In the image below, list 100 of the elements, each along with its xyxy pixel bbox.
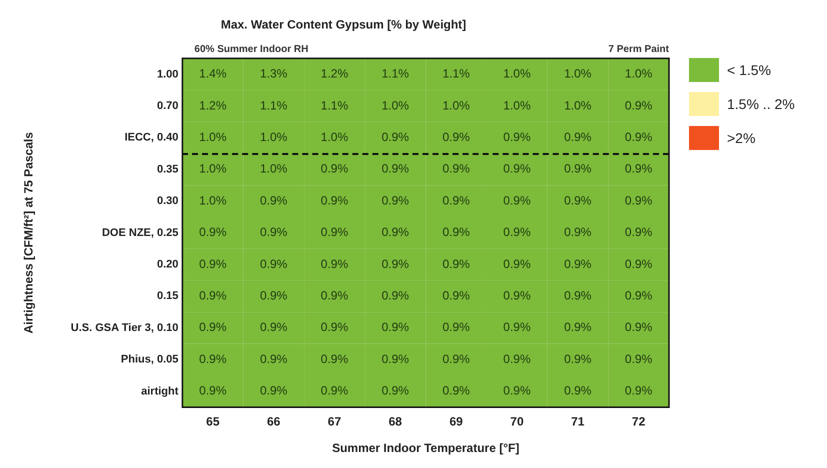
data-label: 0.9% (382, 225, 410, 240)
text: >2% (727, 130, 756, 146)
data-label: 1.0% (260, 130, 288, 144)
data-label: 0.9% (624, 352, 653, 366)
y-tick-label: 0.35 (156, 163, 178, 176)
data-label: 0.9% (442, 384, 470, 398)
data-label: 0.9% (442, 256, 470, 271)
data-label: 0.9% (260, 193, 288, 208)
data-label: 0.9% (624, 256, 653, 271)
x-axis-title: Summer Indoor Temperature [°F] (332, 441, 520, 456)
x-tick-label: 70 (510, 414, 524, 429)
data-label: 0.9% (503, 256, 531, 271)
data-label: 0.9% (624, 98, 653, 112)
data-label: 1.0% (260, 162, 288, 176)
data-label: 0.9% (260, 225, 288, 240)
data-label: 0.9% (624, 225, 653, 240)
data-label: 1.0% (564, 66, 592, 81)
data-label: 0.9% (382, 193, 410, 208)
data-label: 0.9% (564, 288, 592, 303)
data-label: 0.9% (382, 384, 410, 398)
y-axis-title: Airtightness [CFM/ft²] at 75 Pascals (22, 132, 36, 334)
data-label: 0.9% (624, 130, 653, 144)
data-label: 0.9% (442, 193, 470, 208)
y-tick-label: IECC, 0.40 (124, 132, 178, 144)
y-tick-label: 0.30 (156, 195, 178, 208)
data-label: 0.9% (442, 162, 470, 176)
data-label: 0.9% (382, 130, 410, 144)
data-label: 0.9% (442, 352, 470, 366)
data-label: 0.9% (503, 130, 531, 144)
data-label: 0.9% (564, 320, 592, 334)
data-label: 0.9% (199, 256, 227, 271)
y-tick-label: 1.00 (156, 68, 178, 80)
data-label: 0.9% (320, 193, 348, 208)
data-label: 1.4% (199, 66, 227, 81)
x-tick-label: 67 (328, 414, 342, 429)
data-label: 0.9% (260, 288, 288, 303)
data-label: 0.9% (503, 225, 531, 240)
y-tick-label: 0.20 (156, 258, 178, 271)
data-label: 0.9% (624, 320, 653, 334)
data-label: 0.9% (320, 320, 348, 334)
x-tick-label: 68 (388, 414, 402, 429)
data-label: 1.0% (564, 98, 592, 112)
data-label: 1.2% (199, 98, 227, 112)
data-label: 1.0% (503, 66, 531, 81)
data-label: 0.9% (260, 320, 288, 334)
data-label: 1.0% (503, 98, 531, 112)
data-label: 0.9% (382, 162, 410, 176)
data-label: 0.9% (320, 384, 348, 398)
text: < 1.5% (727, 62, 771, 78)
data-label: 0.9% (503, 352, 531, 366)
data-label: 0.9% (442, 130, 470, 144)
data-label: 0.9% (442, 225, 470, 240)
data-label: 1.0% (382, 98, 410, 112)
x-tick-label: 71 (571, 414, 585, 429)
data-label: 0.9% (199, 320, 227, 334)
data-label: 0.9% (442, 320, 470, 334)
data-label: 1.3% (260, 66, 288, 81)
data-label: 0.9% (382, 288, 410, 303)
data-label: 0.9% (199, 352, 227, 366)
data-label: 0.9% (199, 288, 227, 303)
data-label: 0.9% (624, 193, 653, 208)
data-label: 0.9% (260, 352, 288, 366)
data-label: 1.0% (199, 162, 227, 176)
data-label: 1.1% (382, 66, 410, 81)
data-label: 0.9% (442, 288, 470, 303)
data-label: 0.9% (320, 352, 348, 366)
data-label: 0.9% (382, 320, 410, 334)
data-label: 0.9% (382, 256, 410, 271)
y-tick-label: Phius, 0.05 (120, 354, 178, 366)
y-tick-label: 0.70 (156, 100, 178, 112)
data-label: 0.9% (320, 288, 348, 303)
text: 7 Perm Paint (608, 44, 670, 56)
data-label: 1.1% (320, 98, 348, 112)
data-label: 1.2% (320, 66, 348, 81)
data-label: 0.9% (320, 162, 348, 176)
x-tick-label: 69 (449, 414, 464, 429)
x-tick-label: 72 (632, 414, 646, 429)
data-label: 0.9% (199, 225, 227, 240)
data-label: 0.9% (503, 320, 531, 334)
data-label: 1.0% (199, 193, 227, 208)
data-label: 0.9% (199, 384, 227, 398)
data-label: 1.0% (624, 66, 653, 81)
text: 1.5% .. 2% (727, 96, 795, 112)
data-label: 1.0% (199, 130, 227, 144)
data-label: 0.9% (503, 162, 531, 176)
y-tick-label: DOE NZE, 0.25 (102, 226, 178, 239)
data-label: 0.9% (564, 384, 592, 398)
data-label: 0.9% (624, 288, 653, 303)
x-tick-label: 65 (206, 414, 220, 429)
data-label: 0.9% (503, 288, 531, 303)
data-label: 0.9% (564, 225, 592, 240)
data-label: 0.9% (503, 193, 531, 208)
y-tick-label: airtight (141, 385, 179, 398)
data-label: 0.9% (320, 225, 348, 240)
data-label: 1.1% (442, 66, 470, 81)
data-label: 0.9% (564, 193, 592, 208)
data-label: 1.0% (442, 98, 470, 112)
data-label: 0.9% (503, 384, 531, 398)
y-tick-label: U.S. GSA Tier 3, 0.10 (70, 322, 178, 334)
data-label: 0.9% (320, 256, 348, 271)
